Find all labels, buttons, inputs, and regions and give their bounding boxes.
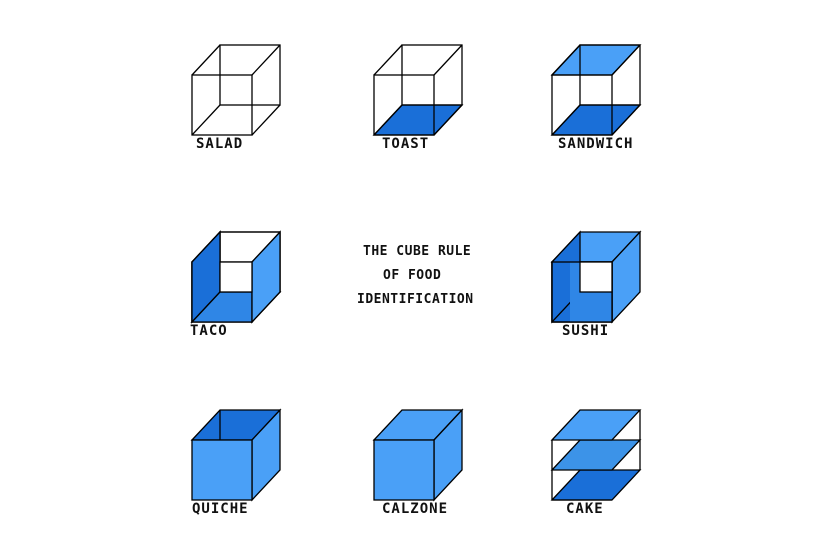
calzone-cube-icon [372,408,464,502]
label-salad: SALAD [196,136,244,152]
label-sandwich: SANDWICH [558,136,634,152]
salad-cube-icon [191,44,281,136]
quiche-cube-icon [190,408,282,502]
toast-cube-icon [372,44,464,136]
cube-sushi: SUSHI [540,227,660,352]
sushi-cube-icon [550,230,642,324]
taco-cube-icon [190,230,282,324]
sandwich-cube-icon [550,44,642,136]
cube-salad: SALAD [180,40,300,165]
cube-calzone: CALZONE [362,405,482,530]
diagram-title: THE CUBE RULE OF FOOD IDENTIFICATION [355,240,505,312]
label-quiche: QUICHE [192,501,249,517]
label-sushi: SUSHI [562,323,610,339]
cube-sandwich: SANDWICH [540,40,660,165]
cube-toast: TOAST [362,40,482,165]
title-line-3: IDENTIFICATION [357,292,474,307]
cake-cube-icon [550,409,642,501]
cube-taco: TACO [180,227,300,352]
title-line-2: OF FOOD [383,268,442,283]
label-taco: TACO [190,323,228,339]
cube-quiche: QUICHE [180,405,300,530]
label-calzone: CALZONE [382,501,449,517]
title-line-1: THE CUBE RULE [363,244,472,259]
label-toast: TOAST [382,136,430,152]
label-cake: CAKE [566,501,604,517]
cube-cake: CAKE [540,405,660,530]
